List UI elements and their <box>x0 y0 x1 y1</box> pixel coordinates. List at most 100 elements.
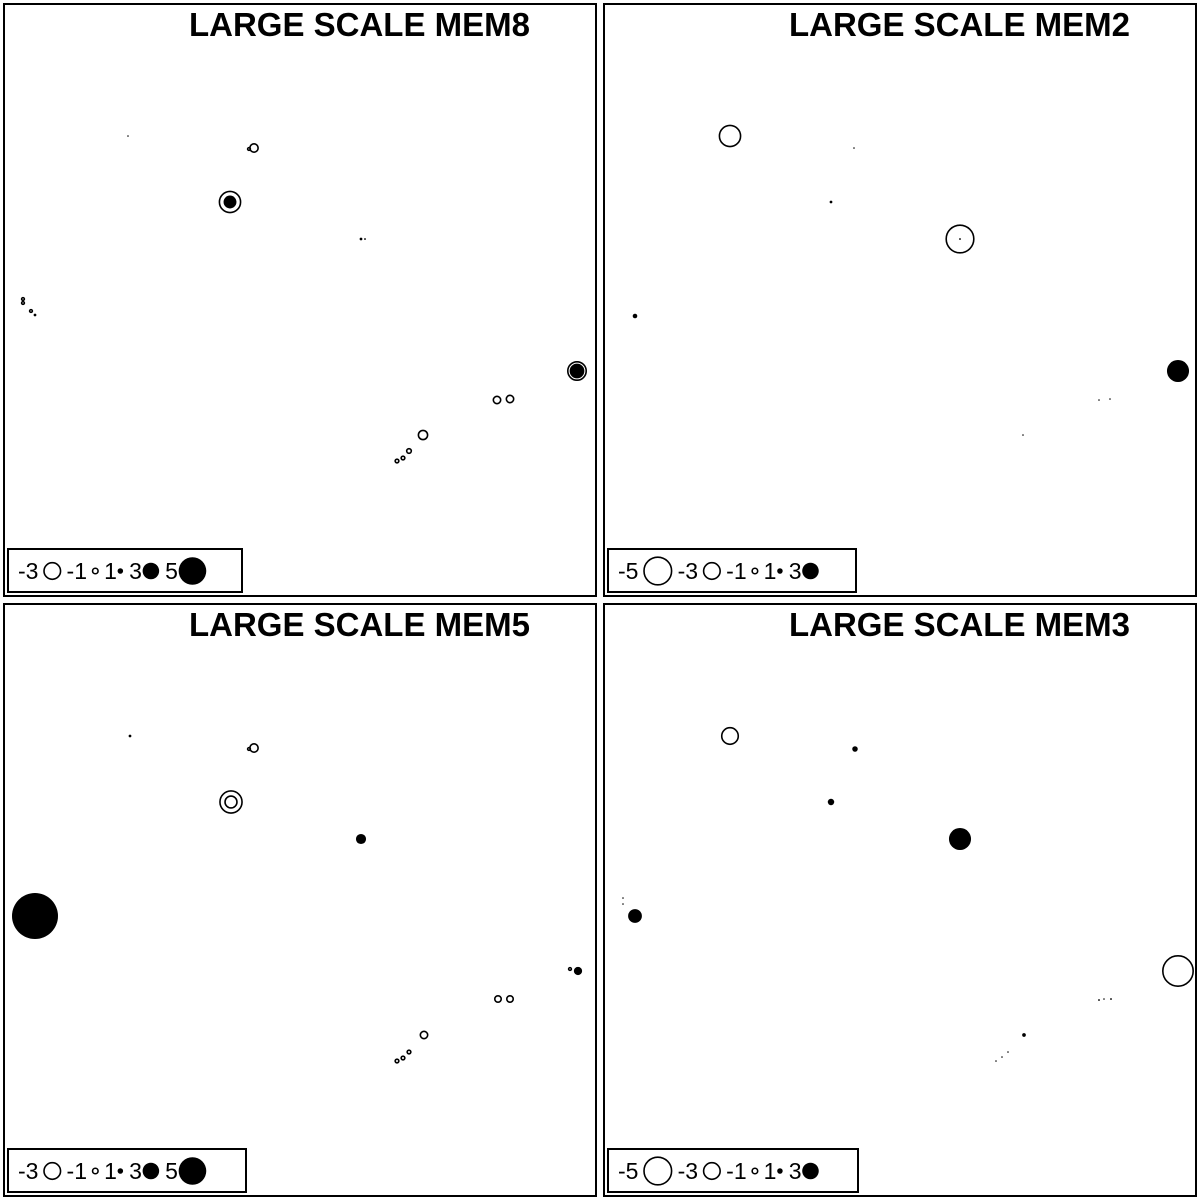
data-point <box>1007 1051 1009 1053</box>
data-point <box>33 313 37 317</box>
data-point <box>223 195 237 209</box>
data-point <box>959 238 961 240</box>
legend-label: -1 <box>726 1158 746 1184</box>
data-point <box>505 394 515 404</box>
data-point <box>622 903 624 905</box>
legend-symbol <box>43 561 62 581</box>
legend-symbol <box>178 557 207 585</box>
data-point <box>622 897 624 899</box>
panel-frame <box>603 3 1197 597</box>
point-layer <box>12 734 583 1064</box>
data-point <box>20 300 26 306</box>
data-point <box>718 124 742 148</box>
data-point <box>1022 434 1024 436</box>
data-point <box>417 429 429 441</box>
legend-label: -1 <box>726 558 746 584</box>
legend-label: 1 <box>764 558 777 584</box>
legend-label: 3 <box>789 558 802 584</box>
legend: -5 -3 -1 1 3 <box>618 556 819 586</box>
legend-symbol <box>802 562 819 580</box>
data-point <box>829 200 833 204</box>
data-point <box>852 746 858 752</box>
data-point <box>566 360 587 381</box>
legend-symbol <box>702 1161 721 1181</box>
data-point <box>1162 955 1194 987</box>
data-point <box>1022 1033 1026 1037</box>
legend-box <box>7 1148 247 1193</box>
data-point <box>632 313 638 319</box>
data-point <box>394 458 400 464</box>
data-point <box>1103 998 1105 1000</box>
legend-symbol <box>178 1157 207 1185</box>
data-point <box>218 190 242 214</box>
data-point <box>948 827 972 851</box>
data-point <box>853 147 855 149</box>
panel-title: LARGE SCALE MEM3 <box>789 606 1130 643</box>
legend-label: -3 <box>678 1158 698 1184</box>
legend: -5 -3 -1 1 3 <box>618 1156 819 1186</box>
data-point <box>224 795 238 809</box>
data-point <box>493 994 503 1004</box>
data-point <box>364 238 366 240</box>
legend-label: 3 <box>129 558 142 584</box>
legend-label: 1 <box>104 558 117 584</box>
legend-label: -1 <box>67 558 87 584</box>
data-point <box>127 135 129 137</box>
panel-frame <box>3 3 597 597</box>
panel-frame <box>603 603 1197 1197</box>
point-layer <box>632 124 1190 436</box>
panel-title: LARGE SCALE MEM2 <box>789 6 1130 43</box>
legend-symbol <box>91 567 99 575</box>
legend-symbol <box>777 568 783 574</box>
data-point <box>567 966 573 972</box>
legend-symbol <box>643 1156 673 1186</box>
data-point <box>1098 999 1100 1001</box>
legend-box <box>607 548 857 593</box>
data-point <box>1110 998 1112 1000</box>
panel-mem8: LARGE SCALE MEM8 -3 -1 1 3 5 <box>3 3 597 597</box>
data-point <box>246 746 252 752</box>
legend-symbol <box>702 561 721 581</box>
legend-label: 5 <box>165 558 178 584</box>
legend: -3 -1 1 3 5 <box>18 557 207 585</box>
panel-title: LARGE SCALE MEM5 <box>189 606 530 643</box>
legend-label: -5 <box>618 558 638 584</box>
data-point <box>1109 398 1111 400</box>
data-point <box>20 896 26 902</box>
data-point <box>400 1055 406 1061</box>
data-point <box>20 900 26 906</box>
panel-mem5: LARGE SCALE MEM5 -3 -1 1 3 5 <box>3 603 597 1197</box>
data-point <box>400 455 406 461</box>
panel-title: LARGE SCALE MEM8 <box>189 6 530 43</box>
legend-symbol <box>802 1162 819 1180</box>
data-point <box>492 395 502 405</box>
panel-frame <box>3 603 597 1197</box>
legend-symbol <box>142 562 160 580</box>
data-point <box>219 790 243 814</box>
legend-symbol <box>643 556 673 586</box>
panel-mem3: LARGE SCALE MEM3 -5 -3 -1 1 3 <box>603 603 1197 1197</box>
legend-symbol <box>142 1162 160 1180</box>
data-point <box>20 296 26 302</box>
legend-label: -5 <box>618 1158 638 1184</box>
data-point <box>359 237 363 241</box>
data-point <box>12 893 58 939</box>
legend-symbol <box>117 568 124 574</box>
data-point <box>1166 359 1190 383</box>
legend-symbol <box>91 1167 99 1175</box>
data-point <box>995 1060 997 1062</box>
point-layer <box>622 726 1194 1062</box>
data-point <box>406 1049 412 1055</box>
panel-mem2: LARGE SCALE MEM2 -5 -3 -1 1 3 <box>603 3 1197 597</box>
legend-box <box>7 548 243 593</box>
data-point <box>1098 399 1100 401</box>
legend-label: -3 <box>18 558 38 584</box>
data-point <box>1001 1056 1003 1058</box>
legend-label: 1 <box>764 1158 777 1184</box>
data-point <box>569 363 585 379</box>
data-point <box>405 447 413 455</box>
legend-label: 3 <box>789 1158 802 1184</box>
data-point <box>628 909 642 923</box>
legend-symbol <box>117 1168 124 1174</box>
